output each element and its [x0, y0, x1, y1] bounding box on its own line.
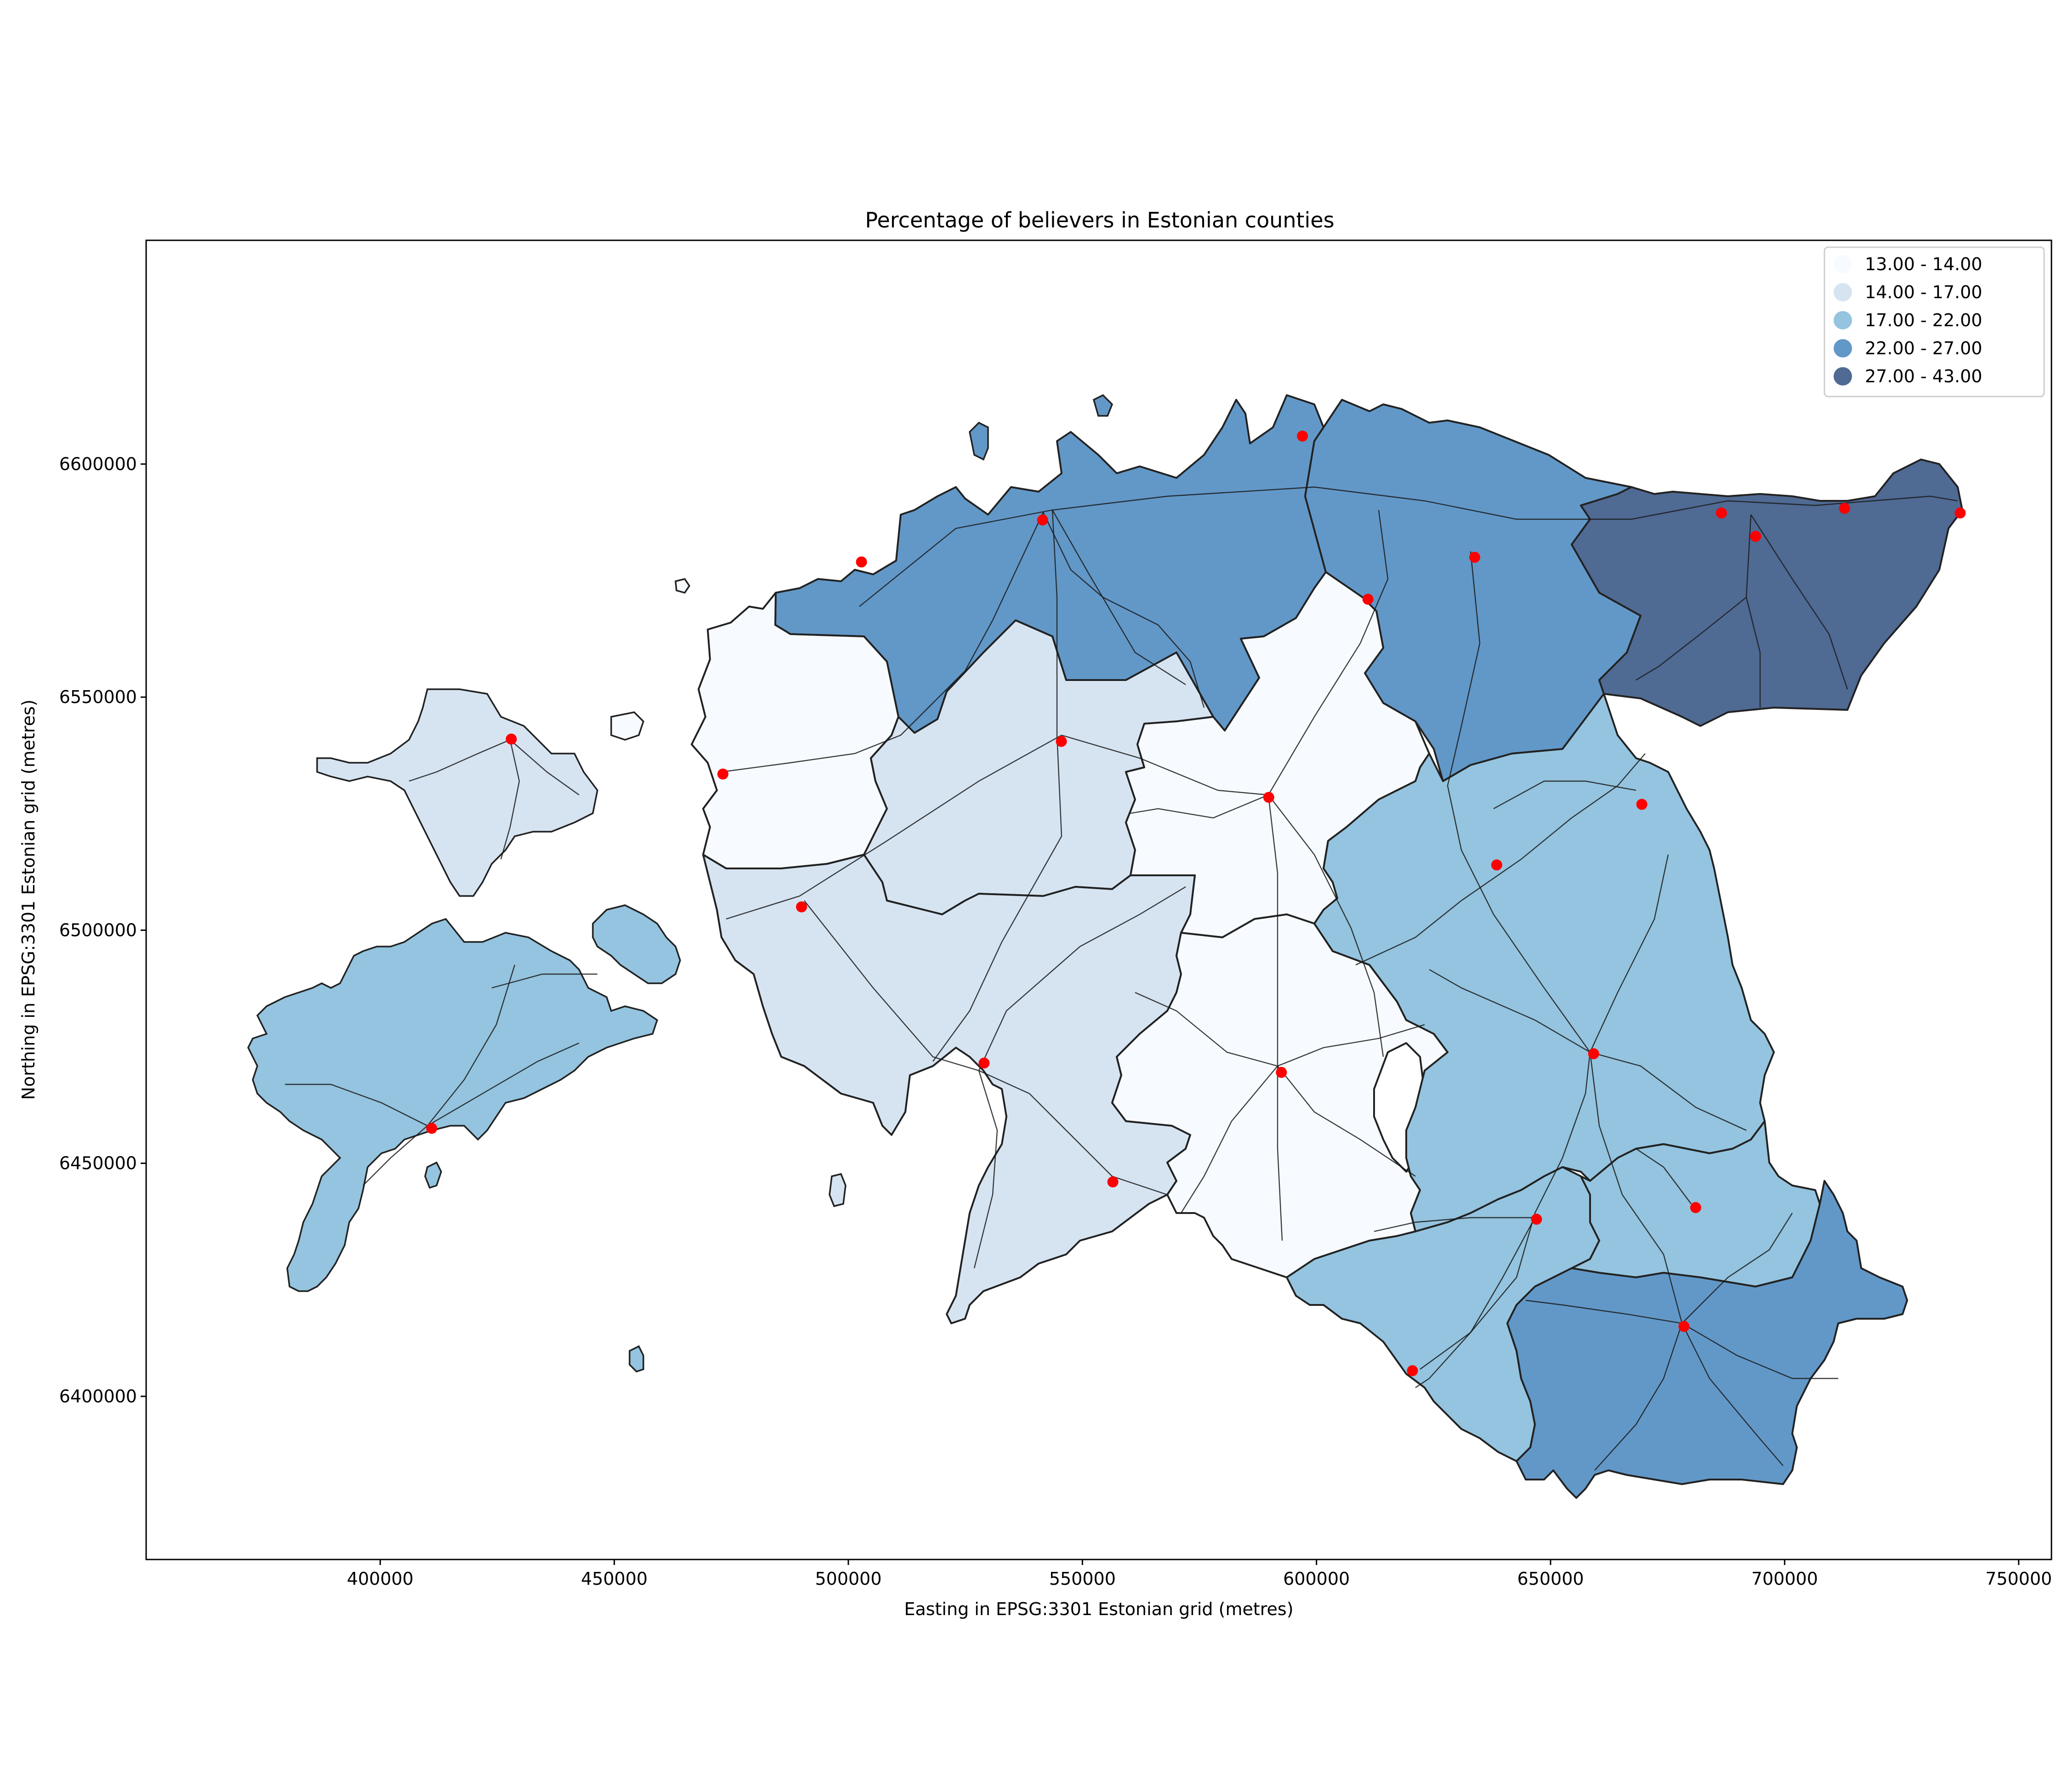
- x-tick-label: 400000: [347, 1569, 414, 1589]
- x-axis-ticks: 400000 450000 500000 550000 600000 650000 7000…: [347, 1559, 2052, 1589]
- island-muhu: [592, 904, 681, 984]
- legend-label: 17.00 - 22.00: [1865, 310, 1982, 330]
- legend-marker: [1834, 283, 1852, 301]
- island-hiiumaa: [316, 688, 598, 897]
- y-axis-label: Northing in EPSG:3301 Estonian grid (met…: [18, 699, 39, 1100]
- legend-label: 27.00 - 43.00: [1865, 366, 1982, 386]
- legend-box: [1824, 246, 2045, 397]
- island-kihnu: [829, 1173, 847, 1208]
- x-tick-label: 750000: [1985, 1569, 2052, 1589]
- city-point: [796, 901, 807, 913]
- x-tick-label: 550000: [1049, 1569, 1116, 1589]
- legend-label: 22.00 - 27.00: [1865, 338, 1982, 358]
- x-tick-label: 600000: [1283, 1569, 1350, 1589]
- city-points: [426, 431, 1966, 1377]
- city-point: [717, 768, 729, 780]
- island-saaremaa: [247, 918, 659, 1292]
- x-axis-label: Easting in EPSG:3301 Estonian grid (metr…: [904, 1599, 1293, 1619]
- island-ruhnu: [629, 1345, 644, 1373]
- x-tick-label: 650000: [1517, 1569, 1584, 1589]
- road-network: [285, 486, 1958, 1471]
- legend-marker: [1834, 311, 1852, 329]
- legend-label: 14.00 - 17.00: [1865, 282, 1982, 302]
- axes-frame: [145, 239, 2052, 1560]
- city-point: [1491, 859, 1502, 871]
- map-layer: [247, 394, 1963, 1499]
- y-tick-label: 6600000: [59, 454, 137, 474]
- legend: 13.00 - 14.00 14.00 - 17.00 17.00 - 22.00 2…: [1824, 246, 2045, 397]
- legend-marker: [1834, 339, 1852, 357]
- city-point: [1037, 514, 1048, 526]
- city-point: [1276, 1066, 1287, 1078]
- x-tick-label: 450000: [581, 1569, 648, 1589]
- y-tick-label: 6500000: [59, 920, 137, 940]
- island-abruka: [424, 1161, 442, 1189]
- city-point: [1297, 431, 1308, 442]
- city-point: [1678, 1321, 1690, 1332]
- y-tick-label: 6450000: [59, 1153, 137, 1174]
- city-point: [1636, 799, 1648, 810]
- x-tick-label: 700000: [1751, 1569, 1818, 1589]
- city-point: [1362, 594, 1374, 605]
- island-vormsi: [610, 711, 645, 741]
- city-point: [1954, 507, 1966, 519]
- x-tick-label: 500000: [815, 1569, 881, 1589]
- county-ida-viru: [1571, 459, 1963, 727]
- y-tick-label: 6550000: [59, 687, 137, 707]
- island-prangli: [1092, 394, 1114, 417]
- legend-label: 13.00 - 14.00: [1865, 254, 1982, 274]
- city-point: [1056, 736, 1067, 747]
- island-osmussaar: [675, 578, 691, 594]
- city-point: [1839, 503, 1850, 514]
- county-voru: [1506, 1180, 1908, 1499]
- city-point: [1107, 1176, 1119, 1188]
- legend-marker: [1834, 255, 1852, 273]
- city-point: [1469, 551, 1480, 563]
- city-point: [978, 1057, 990, 1069]
- city-point: [1750, 531, 1761, 542]
- city-point: [1588, 1048, 1599, 1060]
- city-point: [856, 556, 867, 567]
- y-axis-ticks: 6400000 6450000 6500000 6550000 6600000: [59, 454, 146, 1406]
- island-naissaar: [969, 421, 989, 461]
- city-point: [1716, 507, 1727, 519]
- county-parnu: [702, 854, 1196, 1324]
- chart-title: Percentage of believers in Estonian coun…: [865, 208, 1334, 233]
- city-point: [1531, 1214, 1542, 1225]
- city-point: [1690, 1202, 1701, 1214]
- legend-marker: [1834, 367, 1852, 386]
- city-point: [1407, 1365, 1418, 1377]
- y-tick-label: 6400000: [59, 1386, 137, 1406]
- city-point: [1263, 792, 1274, 803]
- city-point: [506, 733, 517, 745]
- city-point: [426, 1123, 437, 1134]
